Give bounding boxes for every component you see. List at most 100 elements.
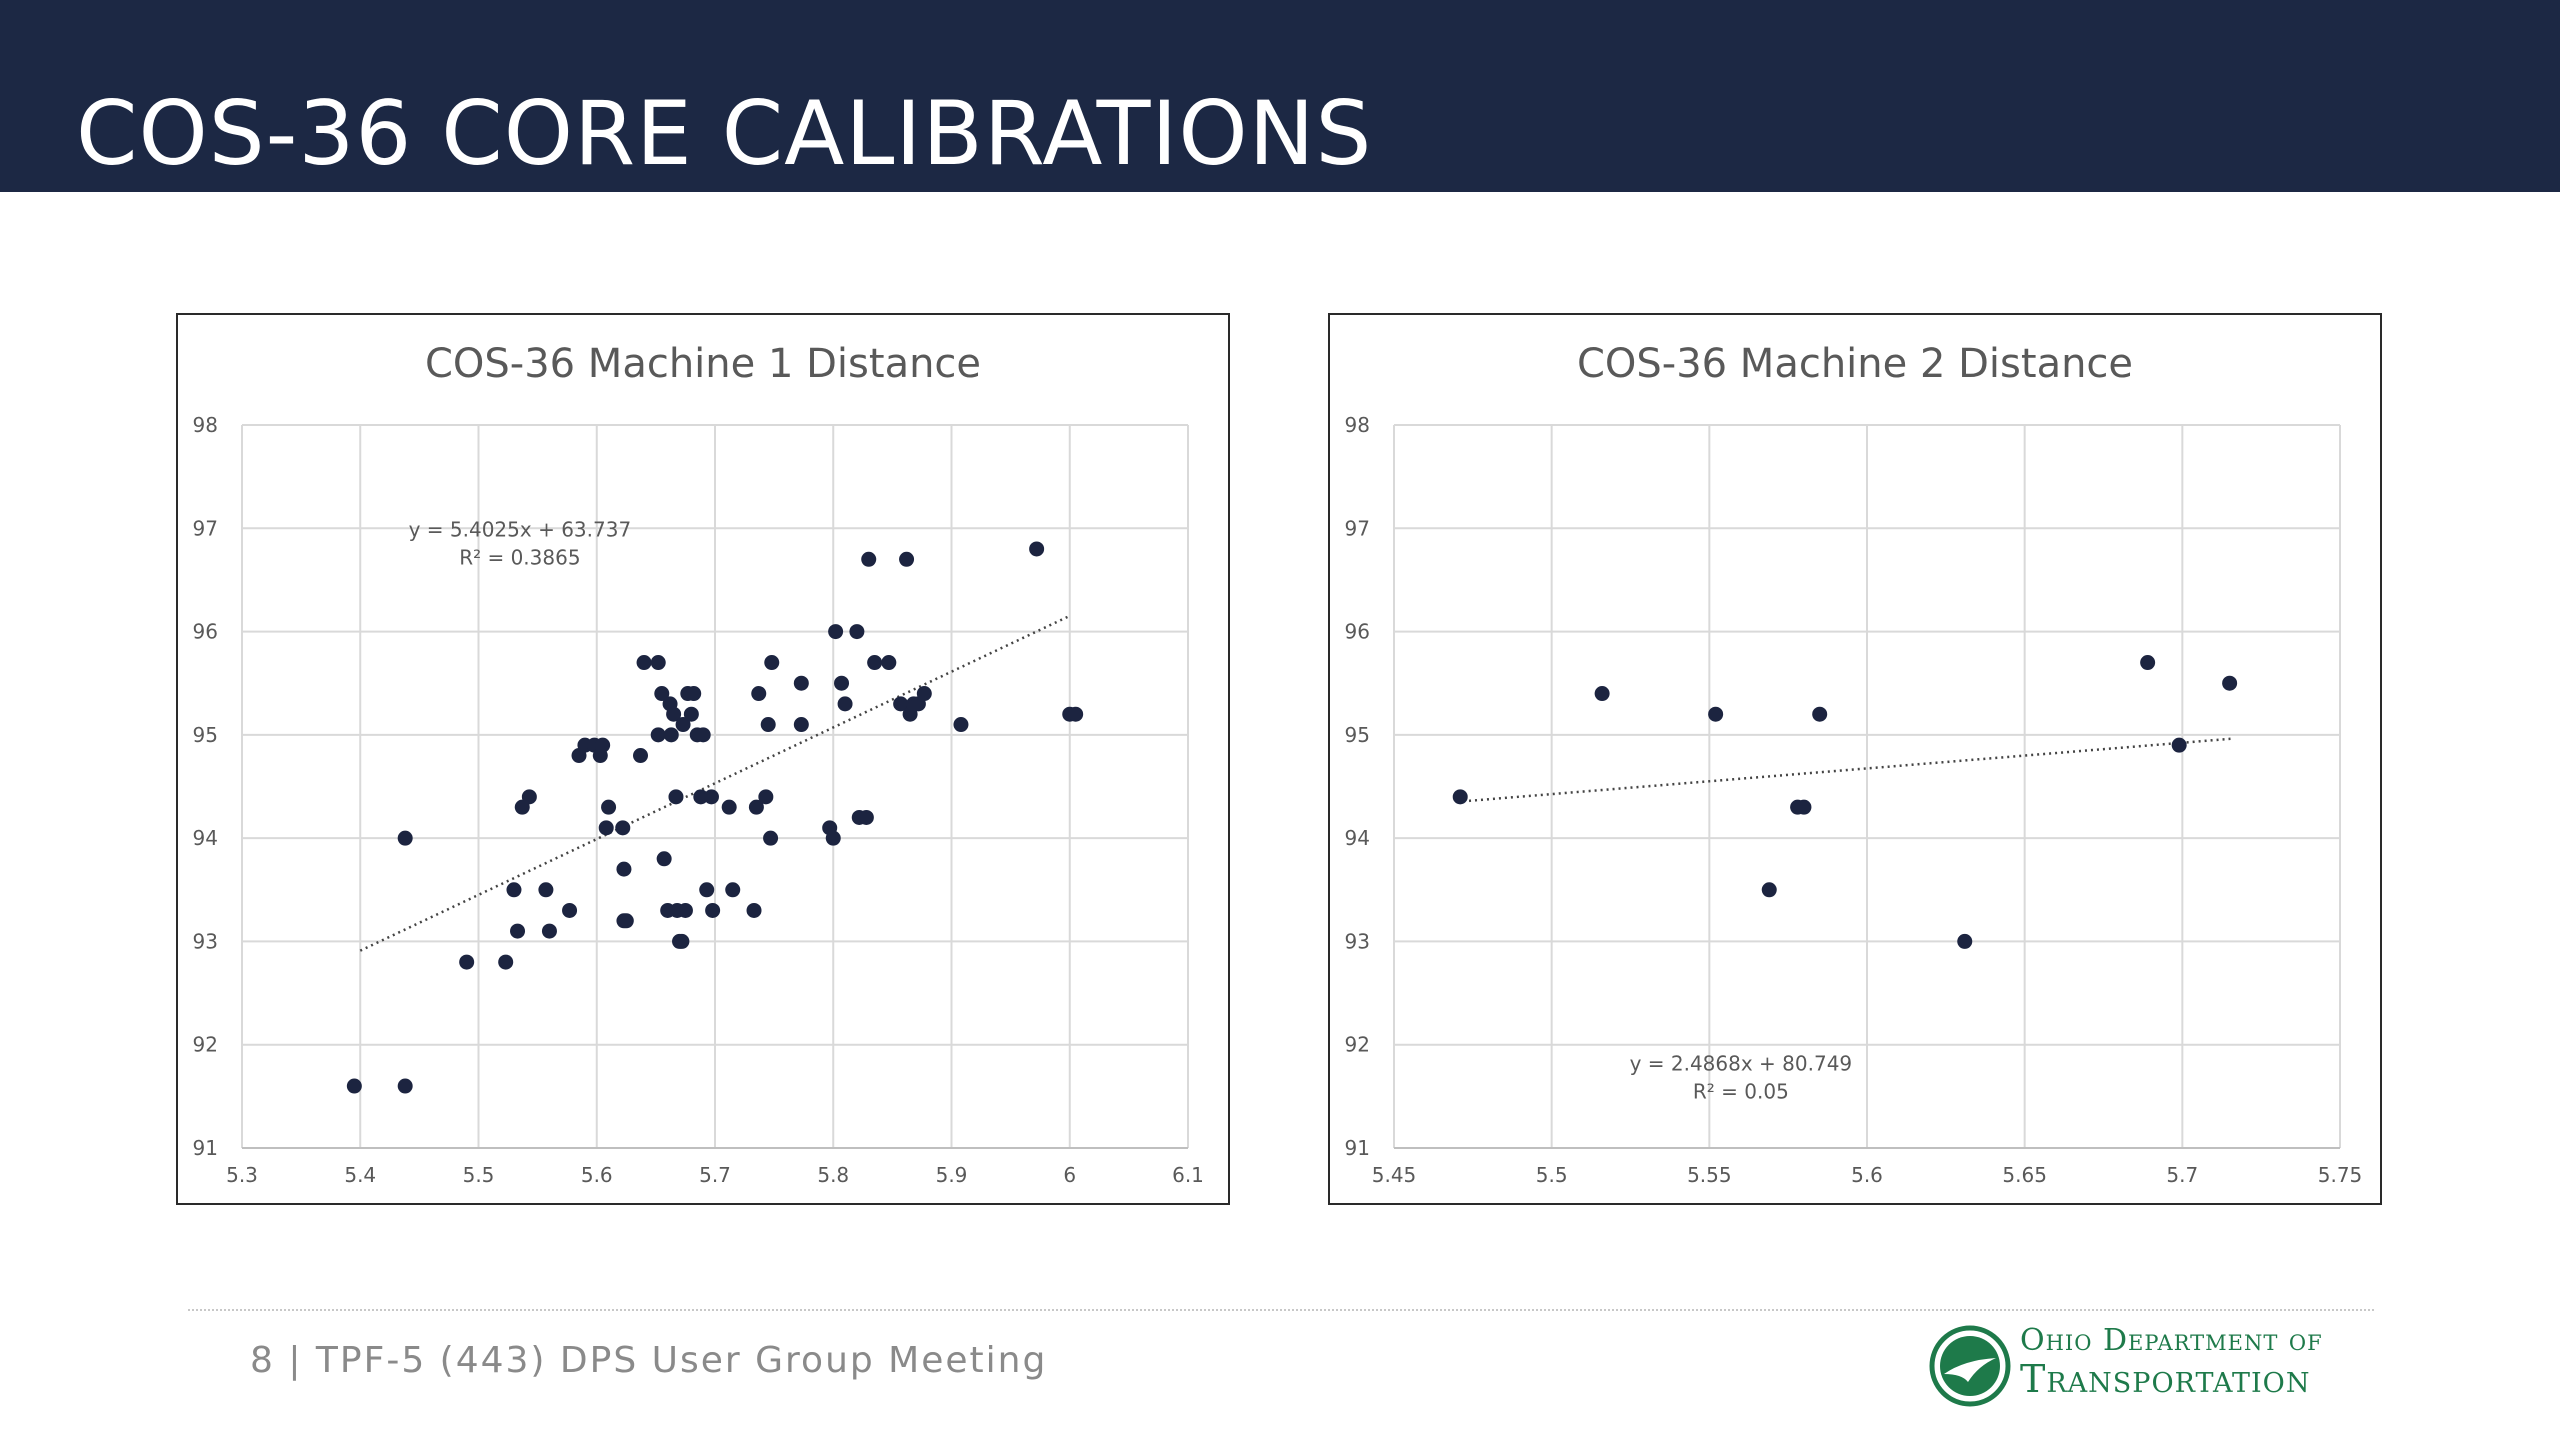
- chart-1-data-point: [506, 882, 522, 898]
- odot-emblem-icon: [1929, 1325, 2011, 1407]
- chart-1-x-tick-label: 5.8: [817, 1163, 849, 1187]
- logo-wordmark: Ohio Department of Transportation: [2020, 1324, 2323, 1401]
- chart-1-data-point: [748, 799, 764, 815]
- chart-1-data-point: [618, 913, 634, 929]
- chart-1-data-point: [601, 799, 617, 815]
- chart-1-data-point: [867, 655, 883, 671]
- chart-2-title: COS-36 Machine 2 Distance: [1577, 341, 2133, 387]
- chart-1-data-point: [758, 789, 774, 805]
- chart-machine-1: COS-36 Machine 1 Distance 91 92 93 94 95 96 97 9…: [176, 313, 1230, 1205]
- chart-1-data-point: [858, 809, 874, 825]
- chart-1-y-tick-label: 94: [193, 826, 218, 850]
- chart-1-data-point: [793, 717, 809, 733]
- chart-1-data-point: [677, 902, 693, 918]
- chart-1-data-point: [953, 717, 969, 733]
- chart-2-x-tick-label: 5.6: [1851, 1163, 1883, 1187]
- chart-1-x-tick-label: 5.6: [581, 1163, 613, 1187]
- chart-1-data-point: [510, 923, 526, 939]
- chart-1-data-point: [616, 861, 632, 877]
- chart-1-trendline-equation: y = 5.4025x + 63.737: [409, 518, 632, 542]
- chart-2-y-tick-label: 96: [1345, 620, 1370, 644]
- chart-1-data-point: [861, 551, 877, 567]
- chart-1-data-point: [1029, 541, 1045, 557]
- chart-1-data-point: [541, 923, 557, 939]
- chart-2-data-point: [1761, 882, 1777, 898]
- chart-2-x-tick-label: 5.7: [2166, 1163, 2198, 1187]
- chart-1-x-tick-label: 6.1: [1172, 1163, 1204, 1187]
- chart-1-trendline-r2: R² = 0.3865: [459, 546, 580, 570]
- chart-1-data-point: [825, 830, 841, 846]
- chart-1-data-point: [636, 655, 652, 671]
- chart-1-data-point: [699, 882, 715, 898]
- chart-1-data-point: [656, 851, 672, 867]
- chart-1-y-tick-label: 97: [193, 516, 218, 540]
- chart-1-x-tick-label: 6: [1063, 1163, 1076, 1187]
- chart-2-data-point: [1594, 686, 1610, 702]
- chart-1-data-point: [615, 820, 631, 836]
- chart-1-y-tick-label: 96: [193, 620, 218, 644]
- chart-2-y-tick-label: 94: [1345, 826, 1370, 850]
- chart-2-x-tick-label: 5.45: [1372, 1163, 1417, 1187]
- chart-1-y-tick-label: 92: [193, 1033, 218, 1057]
- chart-1-data-point: [916, 686, 932, 702]
- chart-2-x-tick-label: 5.65: [2002, 1163, 2047, 1187]
- chart-1-data-point: [459, 954, 475, 970]
- chart-1-data-point: [654, 686, 670, 702]
- chart-2-data-point: [1796, 799, 1812, 815]
- slide-title: COS-36 CORE CALIBRATIONS: [76, 82, 1373, 185]
- chart-1-data-point: [1068, 706, 1084, 722]
- chart-2-trendline-equation: y = 2.4868x + 80.749: [1630, 1052, 1853, 1076]
- chart-1-data-point: [695, 727, 711, 743]
- chart-1-data-point: [828, 624, 844, 640]
- chart-1-data-point: [837, 696, 853, 712]
- chart-1-data-point: [751, 686, 767, 702]
- footer-divider: [188, 1309, 2374, 1311]
- chart-2-data-point: [2171, 737, 2187, 753]
- chart-2-data-point: [1452, 789, 1468, 805]
- chart-1-data-point: [397, 830, 413, 846]
- chart-1-y-tick-label: 98: [193, 413, 218, 437]
- chart-2-data-point: [1708, 706, 1724, 722]
- odot-logo: Ohio Department of Transportation: [1928, 1324, 2376, 1408]
- chart-1-data-point: [725, 882, 741, 898]
- chart-1-data-point: [674, 933, 690, 949]
- chart-1-data-point: [760, 717, 776, 733]
- chart-1-x-tick-label: 5.3: [226, 1163, 258, 1187]
- logo-line-2: Transportation: [2020, 1357, 2311, 1401]
- chart-2-y-tick-label: 91: [1345, 1136, 1370, 1160]
- chart-2-data-point: [1957, 933, 1973, 949]
- chart-2-y-tick-label: 92: [1345, 1033, 1370, 1057]
- chart-1-y-tick-label: 95: [193, 723, 218, 747]
- chart-1-data-point: [595, 737, 611, 753]
- chart-2-data-point: [1812, 706, 1828, 722]
- chart-1-data-point: [721, 799, 737, 815]
- chart-2-y-tick-label: 95: [1345, 723, 1370, 747]
- chart-1-data-point: [686, 686, 702, 702]
- title-bar: COS-36 CORE CALIBRATIONS: [0, 0, 2560, 192]
- chart-1-data-point: [562, 902, 578, 918]
- chart-1-data-point: [498, 954, 514, 970]
- chart-1-data-point: [763, 830, 779, 846]
- chart-1-data-point: [650, 655, 666, 671]
- chart-1-data-point: [893, 696, 909, 712]
- chart-2-x-tick-label: 5.75: [2318, 1163, 2363, 1187]
- chart-1-x-tick-label: 5.9: [936, 1163, 968, 1187]
- chart-1-data-point: [650, 727, 666, 743]
- chart-1-data-point: [849, 624, 865, 640]
- chart-1-data-point: [346, 1078, 362, 1094]
- chart-1-data-point: [633, 748, 649, 764]
- chart-1-y-tick-label: 93: [193, 929, 218, 953]
- chart-2-data-point: [2222, 675, 2238, 691]
- chart-1-data-point: [703, 789, 719, 805]
- chart-1-x-tick-label: 5.4: [344, 1163, 376, 1187]
- chart-1-data-point: [881, 655, 897, 671]
- chart-1-data-point: [666, 706, 682, 722]
- chart-1-data-point: [705, 902, 721, 918]
- chart-machine-2-svg: COS-36 Machine 2 Distance 91 92 93 94 95 96 97 9…: [1345, 341, 2363, 1187]
- chart-1-data-point: [764, 655, 780, 671]
- chart-2-data-point: [2140, 655, 2156, 671]
- chart-2-y-tick-label: 93: [1345, 929, 1370, 953]
- chart-2-y-tick-label: 98: [1345, 413, 1370, 437]
- chart-2-trendline-r2: R² = 0.05: [1693, 1080, 1789, 1104]
- chart-1-x-tick-label: 5.5: [463, 1163, 495, 1187]
